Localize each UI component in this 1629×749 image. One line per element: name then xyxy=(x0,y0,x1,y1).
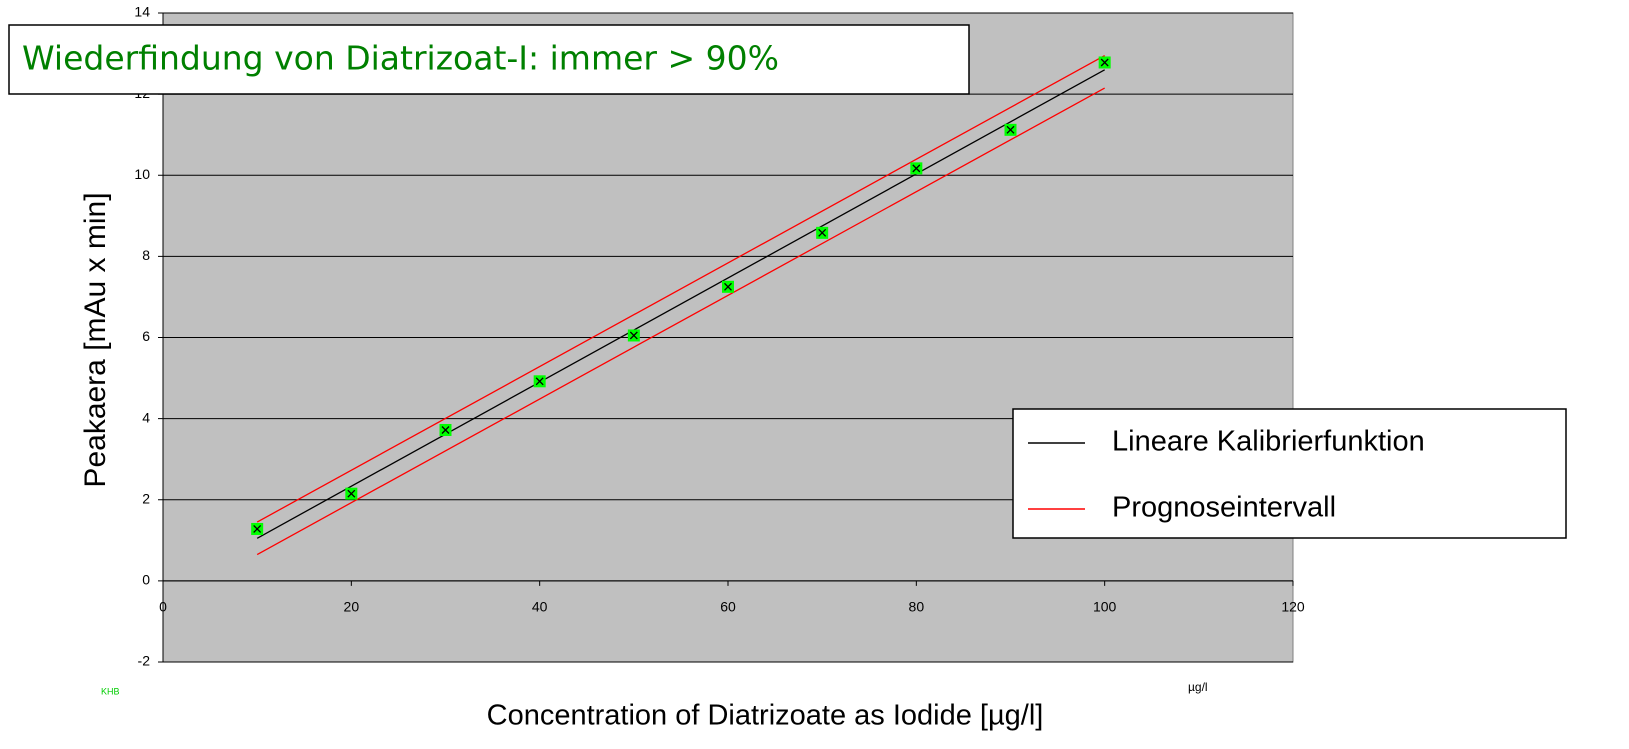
marks xyxy=(251,55,1111,556)
x-tick-label: 20 xyxy=(344,599,360,615)
point xyxy=(439,423,452,436)
point xyxy=(1004,123,1017,136)
point xyxy=(1098,56,1111,69)
point xyxy=(722,280,734,293)
chart-title: Wiederfindung von Diatrizoat-I: immer > … xyxy=(22,39,779,78)
note: KHB xyxy=(101,686,120,696)
x-tick-label: 120 xyxy=(1281,599,1305,615)
unit-note: µg/l xyxy=(1188,680,1208,694)
point xyxy=(251,522,264,535)
point-cross xyxy=(818,228,827,237)
point-cross xyxy=(629,331,638,340)
x-tick-label: 0 xyxy=(159,599,167,615)
x-tick-label: 80 xyxy=(909,599,925,615)
point xyxy=(533,375,546,388)
point xyxy=(910,162,923,175)
x-tick-label: 40 xyxy=(532,599,548,615)
point xyxy=(816,226,829,239)
legend-label: Prognoseintervall xyxy=(1112,492,1336,524)
legend-entries: Lineare Kalibrierfunktion Prognoseinterva… xyxy=(1028,426,1425,524)
line-series xyxy=(256,69,1105,539)
y-tick-label: -2 xyxy=(138,653,151,669)
x-tick-label: 60 xyxy=(720,599,736,615)
point-cross xyxy=(912,164,921,173)
y-tick-label: 10 xyxy=(134,166,150,182)
legend-label: Lineare Kalibrierfunktion xyxy=(1112,426,1425,458)
point-cross xyxy=(253,524,262,533)
y-tick-label: 6 xyxy=(142,328,150,344)
point-cross xyxy=(441,426,450,434)
y-tick-label: 14 xyxy=(134,4,150,20)
legend xyxy=(1012,408,1567,539)
line-series xyxy=(256,55,1105,523)
point xyxy=(627,329,640,342)
interval-lower xyxy=(256,87,1105,556)
x-tick-label: 100 xyxy=(1093,599,1117,615)
point-cross xyxy=(347,489,356,498)
y-tick-label: 2 xyxy=(142,490,150,506)
y-tick-label: 4 xyxy=(142,409,150,425)
y-tick-label: 0 xyxy=(142,572,150,588)
point-cross xyxy=(1006,125,1015,134)
title-box xyxy=(8,24,970,95)
x-axis-label: Concentration of Diatrizoate as Iodide [… xyxy=(487,700,1044,732)
point-cross xyxy=(724,282,732,291)
point-cross xyxy=(535,377,544,386)
point-cross xyxy=(1100,58,1109,67)
point xyxy=(345,487,358,500)
y-axis-label: Peakaera [mAu x min] xyxy=(79,192,112,487)
y-tick-label: 8 xyxy=(142,247,150,263)
